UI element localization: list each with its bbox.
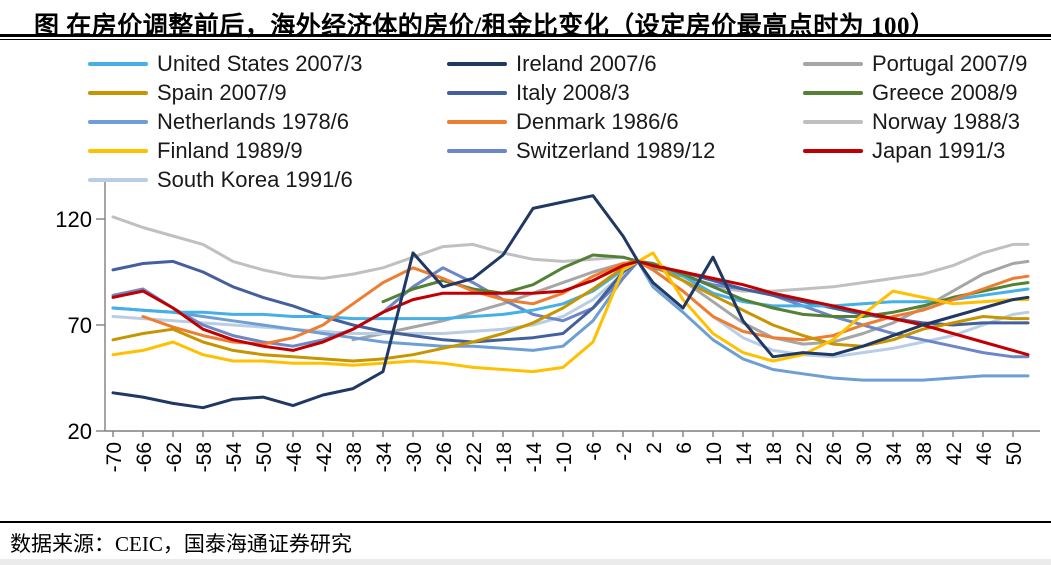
legend-label: Switzerland 1989/12	[516, 137, 716, 163]
x-tick-label: 30	[853, 442, 876, 465]
legend-swatch	[803, 61, 863, 66]
legend-label: Japan 1991/3	[872, 137, 1006, 163]
legend-swatch	[447, 119, 507, 124]
legend-item-japan-1991-3: Japan 1991/3	[803, 136, 1051, 165]
legend-item-denmark-1986-6: Denmark 1986/6	[447, 107, 803, 136]
x-tick-label: -10	[553, 442, 576, 472]
legend-item-greece-2008-9: Greece 2008/9	[803, 78, 1051, 107]
legend-swatch	[88, 119, 148, 124]
legend-item-south-korea-1991-6: South Korea 1991/6	[88, 165, 447, 194]
x-tick-label: -22	[463, 442, 486, 472]
x-tick-label: -34	[373, 442, 396, 473]
legend-swatch	[88, 90, 148, 95]
series-line-finland-1989-9	[111, 251, 1030, 374]
x-tick-label: 22	[793, 442, 816, 465]
page-edge-strip	[0, 559, 1051, 565]
x-tick-label: 50	[1003, 442, 1026, 465]
series-line-united-states-2007-3	[111, 259, 1030, 321]
x-tick-label: 18	[763, 442, 786, 465]
x-tick-label: -30	[403, 442, 426, 472]
legend-swatch	[88, 177, 148, 182]
title-rule-thin	[0, 39, 1051, 40]
x-tick-label: -58	[193, 442, 216, 472]
series-line-spain-2007-9	[111, 259, 1030, 363]
x-tick-label: 6	[673, 442, 696, 454]
chart-legend: United States 2007/3 Ireland 2007/6 Portug…	[88, 49, 1051, 194]
x-tick-label: 34	[883, 442, 906, 466]
legend-item-portugal-2007-9: Portugal 2007/9	[803, 49, 1051, 78]
x-tick-label: 42	[943, 442, 966, 465]
x-tick-label: 26	[823, 442, 846, 465]
footer-rule	[0, 521, 1051, 523]
legend-label: Greece 2008/9	[872, 79, 1018, 105]
legend-label: Ireland 2007/6	[516, 50, 657, 76]
x-tick-label: -38	[343, 442, 366, 472]
legend-item-norway-1988-3: Norway 1988/3	[803, 107, 1051, 136]
legend-item-switzerland-1989-12: Switzerland 1989/12	[447, 136, 803, 165]
legend-label: Italy 2008/3	[516, 79, 630, 105]
x-tick-label: -54	[223, 442, 246, 473]
x-tick-label: -2	[613, 442, 636, 461]
series-line-netherlands-1978-6	[111, 259, 1030, 382]
y-tick-label: 70	[68, 313, 92, 338]
legend-item-united-states-2007-3: United States 2007/3	[88, 49, 447, 78]
legend-swatch	[447, 148, 507, 153]
legend-label: Denmark 1986/6	[516, 108, 679, 134]
legend-label: South Korea 1991/6	[157, 166, 353, 192]
x-tick-label: 38	[913, 442, 936, 465]
legend-swatch	[803, 90, 863, 95]
legend-item-spain-2007-9: Spain 2007/9	[88, 78, 447, 107]
x-tick-label: 2	[643, 442, 666, 454]
x-tick-label: -66	[133, 442, 156, 472]
x-tick-label: -6	[583, 442, 606, 461]
x-tick-label: -14	[523, 442, 546, 473]
x-tick-label: -62	[163, 442, 186, 472]
legend-swatch	[88, 148, 148, 153]
legend-item-ireland-2007-6: Ireland 2007/6	[447, 49, 803, 78]
legend-item-finland-1989-9: Finland 1989/9	[88, 136, 447, 165]
y-tick-label: 120	[55, 207, 92, 232]
x-tick-label: 46	[973, 442, 996, 465]
x-tick-label: -50	[253, 442, 276, 472]
series-line-japan-1991-3	[111, 259, 1030, 357]
title-rule-thick	[0, 34, 1051, 37]
legend-label: United States 2007/3	[157, 50, 363, 76]
data-source-text: 数据来源：CEIC，国泰海通证券研究	[10, 532, 352, 556]
x-tick-label: -46	[283, 442, 306, 472]
y-tick-label: 20	[68, 419, 92, 444]
legend-label: Portugal 2007/9	[872, 50, 1028, 76]
legend-swatch	[447, 90, 507, 95]
legend-item-netherlands-1978-6: Netherlands 1978/6	[88, 107, 447, 136]
x-tick-label: 10	[703, 442, 726, 465]
x-tick-label: 14	[733, 442, 756, 466]
series-line-norway-1988-3	[111, 215, 1030, 293]
legend-swatch	[803, 119, 863, 124]
legend-label: Finland 1989/9	[157, 137, 303, 163]
legend-swatch	[803, 148, 863, 153]
series-line-ireland-2007-6	[111, 194, 1030, 410]
x-tick-label: -70	[103, 442, 126, 472]
x-tick-label: -18	[493, 442, 516, 472]
x-tick-label: -26	[433, 442, 456, 472]
legend-label: Norway 1988/3	[872, 108, 1020, 134]
legend-item-italy-2008-3: Italy 2008/3	[447, 78, 803, 107]
legend-swatch	[88, 61, 148, 66]
legend-label: Spain 2007/9	[157, 79, 287, 105]
legend-swatch	[447, 61, 507, 66]
legend-label: Netherlands 1978/6	[157, 108, 350, 134]
x-tick-label: -42	[313, 442, 336, 472]
